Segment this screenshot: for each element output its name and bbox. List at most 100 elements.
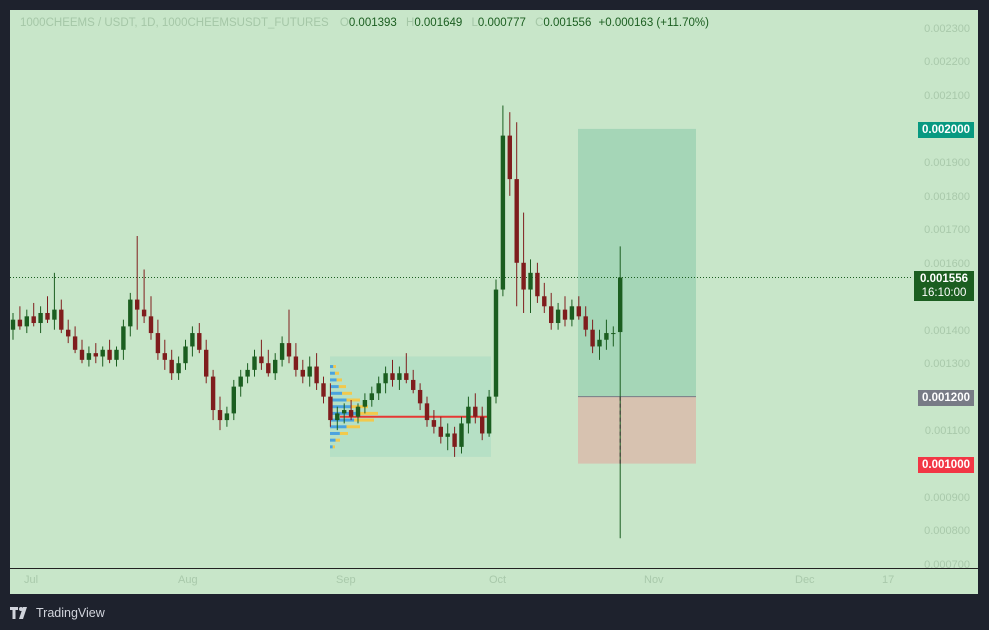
low-label: L [471, 17, 478, 29]
candle-body [528, 272, 533, 290]
volume-profile-bar [346, 398, 360, 402]
candle-body [438, 426, 443, 437]
candle-body [72, 336, 78, 350]
candle-body [604, 333, 609, 340]
candle-body [521, 262, 526, 290]
candle-body [376, 383, 381, 394]
candle-body [259, 356, 264, 364]
tradingview-branding[interactable]: TradingView [10, 604, 105, 622]
candle-body [93, 353, 98, 357]
candle-body [348, 410, 354, 417]
candle-body [204, 349, 209, 377]
profit-zone [578, 128, 696, 397]
volume-profile-bar [354, 418, 374, 422]
candle-body [100, 349, 105, 357]
candle-body [500, 135, 506, 290]
candle-body [141, 309, 147, 317]
candle-body [431, 420, 437, 427]
candle-body [86, 353, 92, 360]
candle-body [618, 277, 623, 333]
open-label: O [339, 17, 349, 29]
candle-body [597, 339, 602, 347]
candle-body [390, 373, 395, 380]
candle-body [555, 309, 561, 324]
volume-profile-bar [334, 371, 339, 375]
volume-profile-bar [335, 438, 340, 442]
candle-body [335, 413, 340, 421]
volume-profile-bar [336, 378, 342, 382]
loss-zone [578, 396, 696, 464]
candle-body [162, 353, 167, 360]
candle-body [314, 366, 319, 384]
candle-body [473, 406, 478, 417]
chart-frame[interactable]: 1000CHEEMS / USDT, 1D, 1000CHEEMSUSDT_FU… [10, 10, 978, 594]
candle-body [480, 416, 485, 434]
symbol-legend: 1000CHEEMS / USDT, 1D, 1000CHEEMSUSDT_FU… [20, 17, 709, 29]
candle-body [328, 396, 333, 421]
candle-body [549, 306, 554, 324]
candle-body [31, 316, 36, 324]
high-value: 0.001649 [414, 17, 463, 29]
volume-profile-bar [330, 425, 347, 429]
candle-body [369, 393, 374, 401]
volume-profile-bar [333, 365, 336, 369]
volume-profile-bar [330, 378, 337, 382]
volume-profile-bar [338, 385, 346, 389]
candle-body [535, 272, 540, 297]
candle-body [121, 326, 126, 350]
candle-body [66, 329, 71, 337]
candle-body [569, 306, 575, 320]
volume-profile-bar [330, 365, 334, 369]
time-tick: Sep [336, 574, 356, 586]
candle-body [169, 359, 174, 374]
candle-body [417, 389, 423, 404]
candle-body [507, 135, 512, 180]
change-value: +0.000163 (+11.70%) [598, 17, 709, 29]
candle-body [176, 363, 181, 374]
volume-profile-bar [330, 385, 339, 389]
volume-profile-bar [332, 445, 335, 449]
candle-body [576, 306, 581, 317]
time-axis[interactable]: Jul Aug Sep Oct Nov Dec 17 [10, 568, 978, 594]
candle-body [321, 383, 326, 397]
close-value: 0.001556 [543, 17, 592, 29]
candle-body [107, 349, 112, 360]
volume-profile-bar [346, 425, 360, 429]
candle-body [411, 379, 416, 390]
candle-body [486, 396, 492, 434]
candle-body [231, 386, 236, 414]
volume-profile-bar [330, 405, 351, 409]
time-tick: Nov [644, 574, 664, 586]
volume-profile-bar [342, 391, 352, 395]
tradingview-logo-icon [10, 607, 27, 619]
candlestick-chart[interactable] [10, 10, 978, 594]
high-label: H [406, 17, 415, 29]
candle-body [466, 406, 471, 424]
candle-body [52, 309, 57, 320]
candle-body [59, 309, 64, 330]
candle-body [183, 346, 188, 364]
candle-body [17, 319, 23, 327]
volume-profile-bar [330, 438, 336, 442]
candle-body [342, 410, 347, 414]
candle-body [583, 316, 588, 330]
candle-body [128, 299, 133, 327]
candle-body [210, 376, 216, 411]
candle-body [383, 373, 388, 384]
candle-body [445, 433, 450, 437]
candle-body [38, 312, 43, 324]
candle-body [155, 333, 161, 354]
candle-body [493, 289, 499, 397]
candle-body [45, 312, 50, 320]
volume-profile-bar [330, 418, 355, 422]
candle-body [252, 356, 257, 370]
candle-body [404, 373, 409, 380]
candle-body [245, 369, 250, 377]
candle-body [24, 316, 29, 327]
volume-profile-bar [330, 445, 333, 449]
candle-body [307, 366, 312, 377]
symbol-title[interactable]: 1000CHEEMS / USDT, 1D, 1000CHEEMSUSDT_FU… [20, 17, 329, 29]
close-label: C [535, 17, 544, 29]
candle-body [10, 319, 16, 330]
volume-profile-bar [330, 431, 340, 435]
